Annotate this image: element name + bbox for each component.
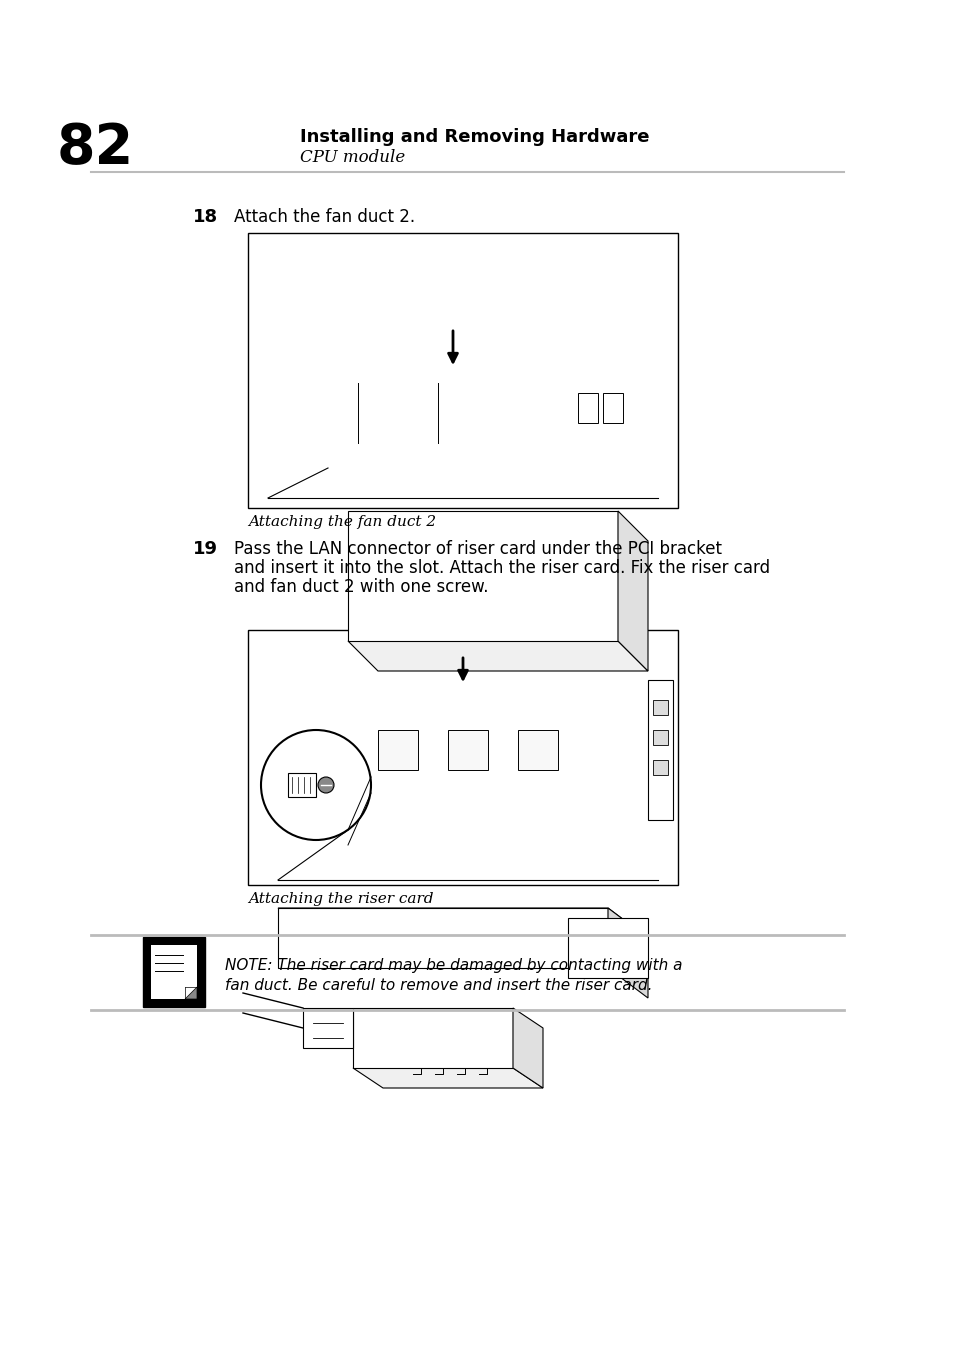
- Text: Attaching the riser card: Attaching the riser card: [248, 892, 433, 907]
- Polygon shape: [353, 1008, 513, 1069]
- Bar: [248, 630, 678, 885]
- Bar: [647, 680, 672, 820]
- Polygon shape: [567, 917, 647, 978]
- Bar: [248, 232, 678, 508]
- Bar: [652, 761, 667, 775]
- Circle shape: [261, 730, 371, 840]
- Bar: [652, 730, 667, 744]
- Polygon shape: [618, 511, 647, 671]
- Bar: [288, 773, 315, 797]
- Text: and fan duct 2 with one screw.: and fan duct 2 with one screw.: [233, 578, 488, 596]
- Text: Installing and Removing Hardware: Installing and Removing Hardware: [299, 128, 649, 146]
- Bar: [652, 700, 667, 715]
- Polygon shape: [277, 908, 607, 969]
- Bar: [602, 393, 622, 423]
- Text: CPU module: CPU module: [299, 149, 405, 166]
- Text: 82: 82: [56, 122, 133, 176]
- Text: NOTE: The riser card may be damaged by contacting with a: NOTE: The riser card may be damaged by c…: [225, 958, 681, 973]
- Bar: [143, 938, 205, 1006]
- Polygon shape: [607, 908, 647, 998]
- Polygon shape: [348, 640, 647, 671]
- Polygon shape: [513, 1008, 542, 1088]
- Bar: [377, 730, 417, 770]
- Polygon shape: [348, 511, 618, 640]
- Text: Attach the fan duct 2.: Attach the fan duct 2.: [233, 208, 415, 226]
- Bar: [448, 730, 488, 770]
- Text: 18: 18: [193, 208, 218, 226]
- Text: and insert it into the slot. Attach the riser card. Fix the riser card: and insert it into the slot. Attach the …: [233, 559, 769, 577]
- Circle shape: [317, 777, 334, 793]
- Polygon shape: [353, 1069, 542, 1088]
- Bar: [151, 944, 196, 998]
- Text: Attaching the fan duct 2: Attaching the fan duct 2: [248, 515, 436, 530]
- Bar: [517, 730, 558, 770]
- Polygon shape: [303, 1008, 353, 1048]
- Polygon shape: [185, 988, 196, 998]
- Bar: [578, 393, 598, 423]
- Polygon shape: [277, 908, 647, 938]
- Text: Pass the LAN connector of riser card under the PCI bracket: Pass the LAN connector of riser card und…: [233, 540, 721, 558]
- Text: fan duct. Be careful to remove and insert the riser card.: fan duct. Be careful to remove and inser…: [225, 978, 652, 993]
- Text: 19: 19: [193, 540, 218, 558]
